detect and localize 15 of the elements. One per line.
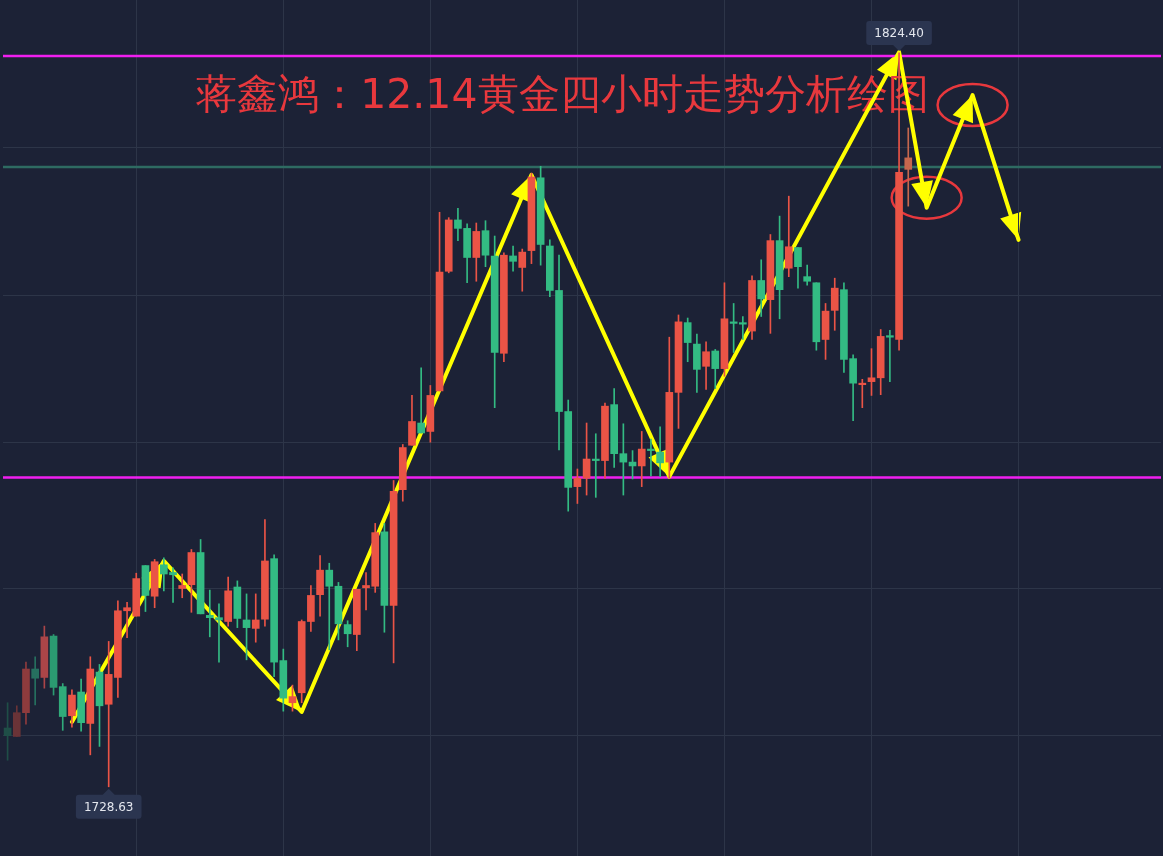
candlestick xyxy=(904,127,913,207)
candlestick xyxy=(656,426,664,477)
candlestick xyxy=(591,433,600,498)
candlestick xyxy=(858,379,867,409)
annotation: 1728.63 xyxy=(83,799,134,814)
candlestick xyxy=(647,438,655,477)
candlestick xyxy=(739,316,747,340)
candlestick xyxy=(251,593,260,643)
candlestick xyxy=(178,573,187,599)
annotation: 1824.40 xyxy=(874,26,924,40)
candlestick xyxy=(509,245,517,272)
candlestick xyxy=(417,367,425,434)
candlestick xyxy=(886,329,894,382)
candlestick xyxy=(325,562,334,651)
candlestick xyxy=(31,656,39,706)
